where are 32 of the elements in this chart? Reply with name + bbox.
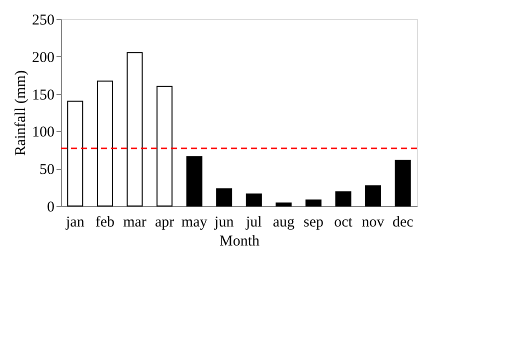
x-tick-label: sep: [303, 214, 324, 230]
x-tick-label: jul: [244, 214, 262, 230]
bar: [246, 194, 262, 206]
y-tick-label: 0: [47, 200, 54, 216]
x-tick-label: dec: [392, 214, 414, 230]
x-tick-label: jun: [214, 214, 234, 230]
bar: [216, 188, 232, 206]
bar: [156, 86, 173, 206]
y-tick-label: 150: [32, 87, 54, 104]
x-tick-label: nov: [362, 214, 385, 230]
y-tick-label: 100: [32, 124, 54, 141]
bar: [276, 202, 292, 206]
y-tick-label: 50: [40, 162, 54, 178]
y-tick-label: 200: [32, 50, 54, 66]
x-tick-label: apr: [154, 214, 174, 230]
x-tick-label: feb: [95, 214, 115, 230]
bar: [96, 80, 113, 206]
bar: [67, 100, 84, 206]
bar: [365, 185, 382, 206]
y-tick-label: 250: [32, 12, 54, 28]
x-tick-label: may: [181, 214, 208, 230]
x-tick-label: oct: [334, 214, 354, 230]
x-axis-title: Month: [219, 234, 260, 250]
y-axis-title: Rainfall (mm): [13, 70, 29, 156]
x-tick-label: aug: [272, 214, 296, 230]
bar: [186, 156, 202, 206]
bar: [305, 200, 322, 206]
bar: [335, 191, 352, 206]
bar: [126, 52, 143, 206]
x-tick-label: mar: [123, 214, 146, 230]
bar: [394, 160, 411, 206]
x-tick-label: jan: [64, 214, 85, 230]
